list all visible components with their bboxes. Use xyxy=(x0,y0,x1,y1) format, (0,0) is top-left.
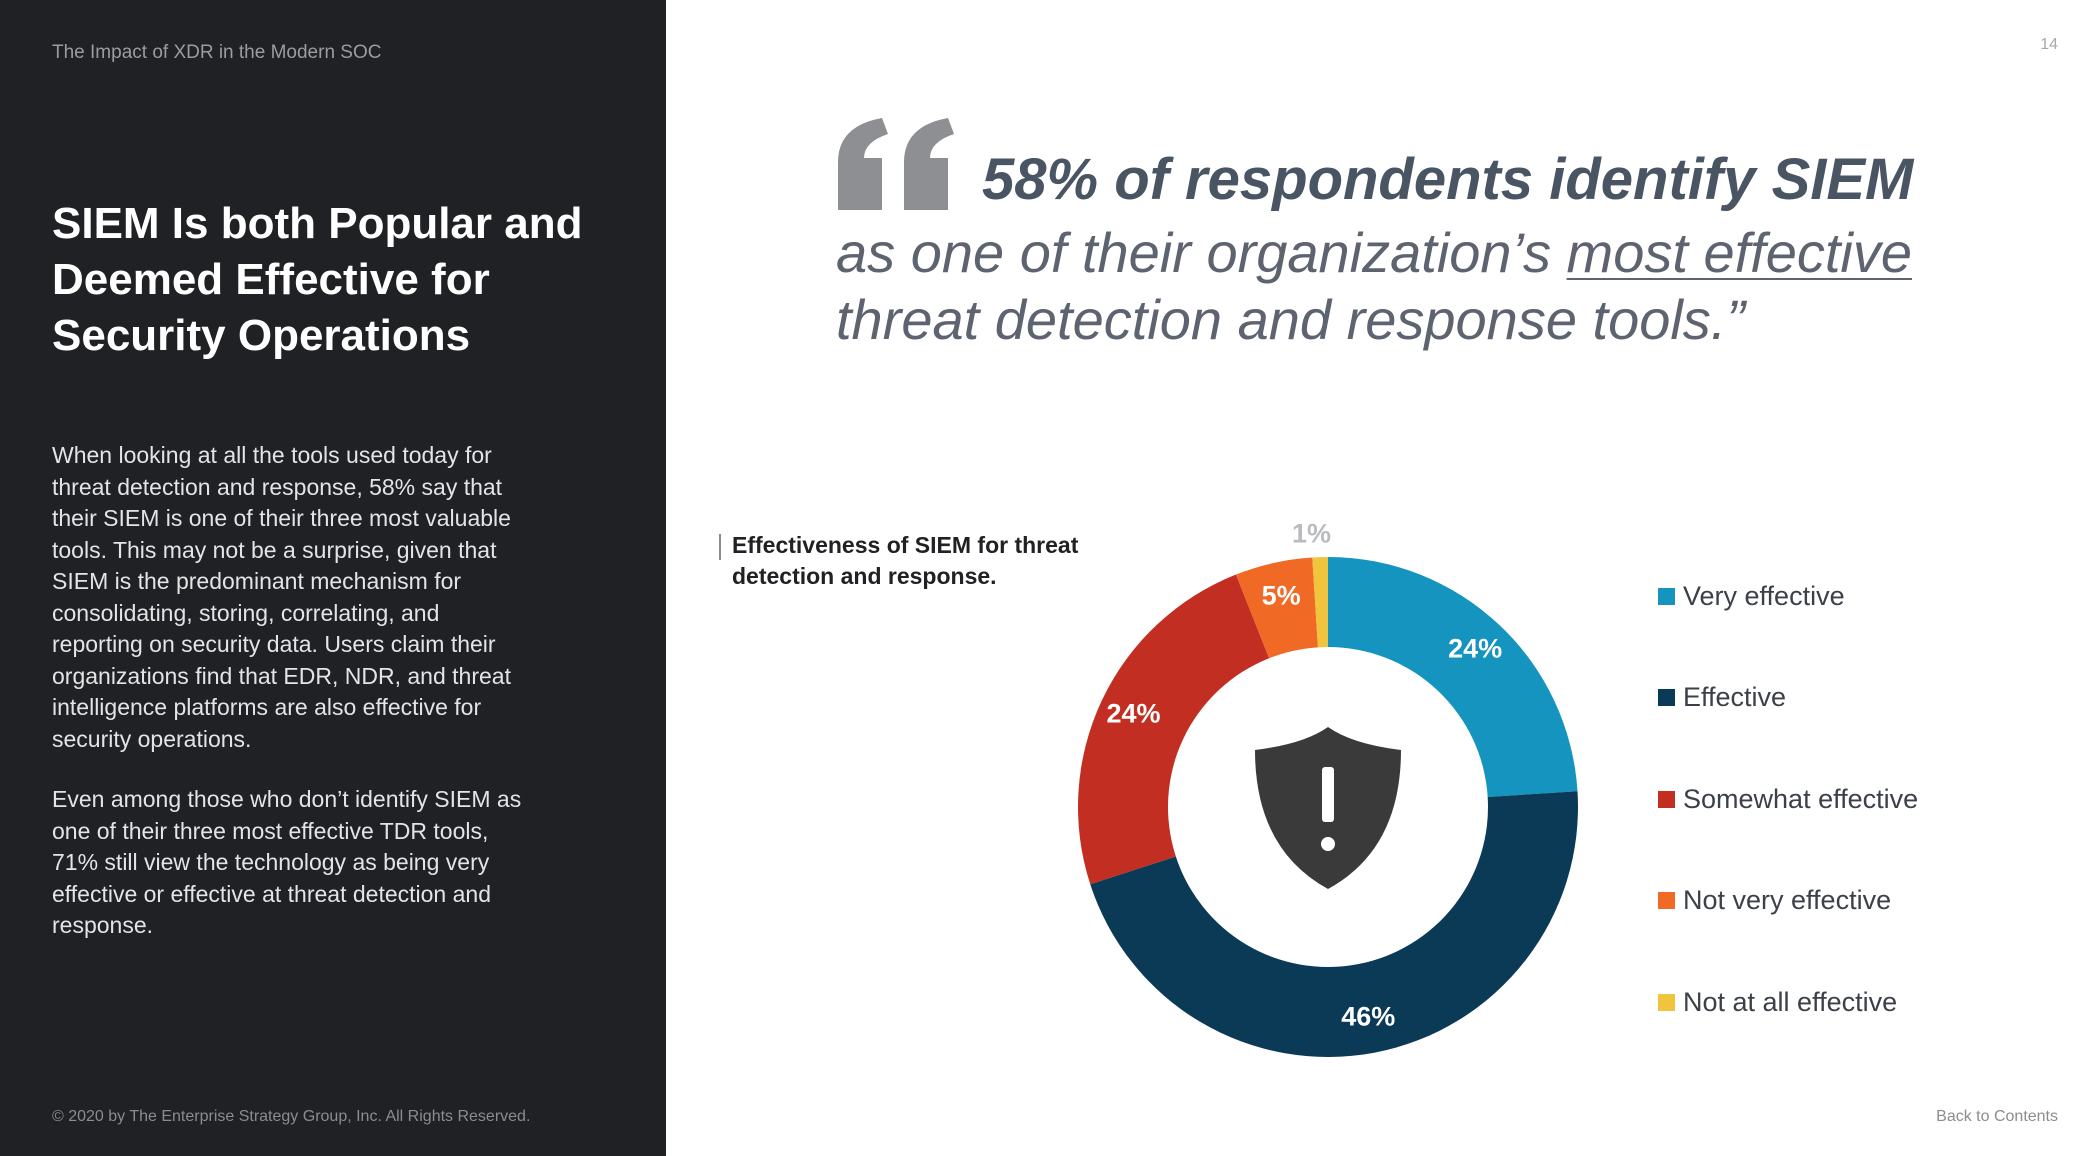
quote-emphasis: most effective xyxy=(1566,221,1913,284)
legend-swatch xyxy=(1658,790,1675,808)
legend-swatch xyxy=(1658,587,1675,605)
legend-swatch xyxy=(1658,993,1675,1011)
body-paragraph-1: When looking at all the tools used today… xyxy=(52,442,511,752)
legend-label: Not at all effective xyxy=(1683,986,1898,1017)
chart-legend: Very effective Effective Somewhat effect… xyxy=(1658,574,1918,1082)
donut-labels: 24% 46% 24% 5% 1% xyxy=(1106,518,1502,1031)
shield-alert-icon xyxy=(1255,727,1401,889)
legend-item-somewhat-effective: Somewhat effective xyxy=(1658,777,1918,821)
chart-title-rule xyxy=(719,534,721,560)
quote-line-2: as one of their organization’s most effe… xyxy=(836,220,1912,285)
quote-mark-icon xyxy=(838,118,954,210)
legend-label: Somewhat effective xyxy=(1683,783,1919,814)
donut-label-effective: 46% xyxy=(1341,1001,1395,1031)
legend-item-not-very-effective: Not very effective xyxy=(1658,879,1918,923)
donut-slice-very-effective xyxy=(1328,557,1578,797)
donut-slice-somewhat-effective xyxy=(1077,574,1270,885)
legend-item-not-at-all-effective: Not at all effective xyxy=(1658,980,1918,1024)
copyright-notice: © 2020 by The Enterprise Strategy Group,… xyxy=(52,1108,531,1125)
legend-label: Very effective xyxy=(1683,580,1845,611)
donut-slice-effective xyxy=(1090,791,1579,1058)
back-to-contents-link[interactable]: Back to Contents xyxy=(1936,1108,2058,1125)
left-panel: The Impact of XDR in the Modern SOC SIEM… xyxy=(0,0,666,1156)
section-title: SIEM Is both Popular and Deemed Effectiv… xyxy=(52,199,583,360)
legend-label: Effective xyxy=(1683,682,1787,712)
quote-line-2-text: as one of their organization’s xyxy=(836,221,1567,284)
legend-label: Not very effective xyxy=(1683,885,1892,915)
legend-swatch xyxy=(1658,689,1675,706)
donut-slice-not-very-effective xyxy=(1235,557,1318,659)
donut-slice-not-at-all-effective xyxy=(1312,557,1328,648)
legend-swatch xyxy=(1658,892,1675,909)
donut-label-not-very-effective: 5% xyxy=(1262,580,1301,610)
donut-slices xyxy=(1077,557,1579,1058)
donut-label-somewhat-effective: 24% xyxy=(1106,699,1160,729)
quote-line-3: threat detection and response tools.” xyxy=(836,288,1746,351)
page-number: 14 xyxy=(2040,36,2058,53)
report-title: The Impact of XDR in the Modern SOC xyxy=(52,42,382,63)
chart-title: Effectiveness of SIEM for threat detecti… xyxy=(732,532,1079,589)
donut-label-not-at-all-effective: 1% xyxy=(1292,518,1331,548)
donut-label-very-effective: 24% xyxy=(1448,633,1502,663)
legend-item-very-effective: Very effective xyxy=(1658,574,1918,618)
legend-item-effective: Effective xyxy=(1658,676,1918,720)
quote-headline: 58% of respondents identify SIEM xyxy=(982,147,1914,212)
body-paragraph-2: Even among those who don’t identify SIEM… xyxy=(52,786,522,938)
